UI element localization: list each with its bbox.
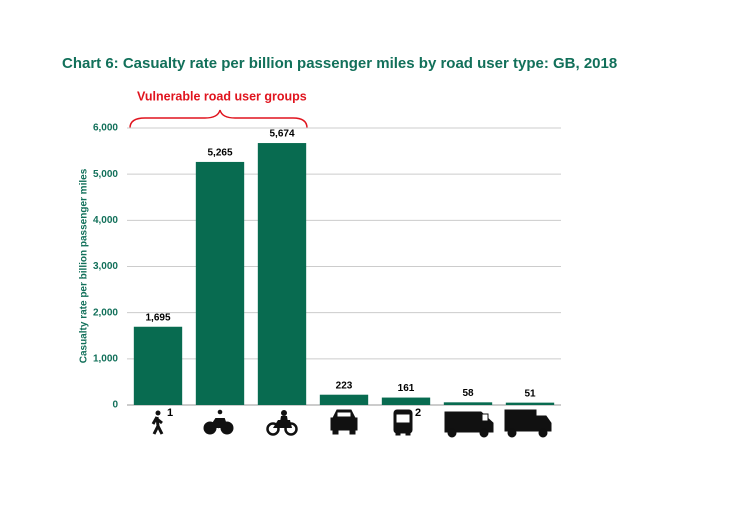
value-label: 223 bbox=[336, 380, 353, 391]
annotation-brace bbox=[129, 109, 308, 129]
value-label: 1,695 bbox=[145, 312, 170, 323]
value-label: 161 bbox=[398, 383, 415, 394]
value-label: 51 bbox=[524, 388, 536, 399]
bar bbox=[381, 397, 431, 405]
chart-title: Chart 6: Casualty rate per billion passe… bbox=[62, 55, 617, 72]
y-tick-label: 2,000 bbox=[93, 307, 118, 318]
bar bbox=[319, 394, 369, 405]
category-icons bbox=[151, 409, 552, 438]
y-axis-label: Casualty rate per billion passenger mile… bbox=[79, 168, 90, 363]
bar bbox=[505, 402, 555, 405]
bar bbox=[443, 402, 493, 405]
y-tick-label: 0 bbox=[112, 400, 118, 411]
bar bbox=[257, 143, 307, 405]
y-tick-label: 3,000 bbox=[93, 261, 118, 272]
bus-icon bbox=[393, 409, 413, 436]
y-tick-label: 5,000 bbox=[93, 169, 118, 180]
y-tick-label: 4,000 bbox=[93, 215, 118, 226]
x-tick-label: 2 bbox=[415, 407, 421, 419]
value-label: 58 bbox=[462, 388, 474, 399]
pedestrian-icon bbox=[151, 410, 164, 435]
x-tick-label: 1 bbox=[167, 407, 173, 419]
van-icon bbox=[444, 411, 494, 438]
bar bbox=[195, 161, 245, 405]
motorbike-icon bbox=[266, 410, 298, 436]
value-label: 5,674 bbox=[269, 129, 294, 140]
car-icon bbox=[330, 409, 358, 435]
annotation: Vulnerable road user groups bbox=[137, 89, 307, 103]
y-tick-label: 6,000 bbox=[93, 123, 118, 134]
y-tick-label: 1,000 bbox=[93, 353, 118, 364]
bar bbox=[133, 326, 183, 405]
bicycle-icon bbox=[203, 409, 234, 435]
value-label: 5,265 bbox=[207, 148, 232, 159]
lorry-icon bbox=[504, 409, 552, 438]
